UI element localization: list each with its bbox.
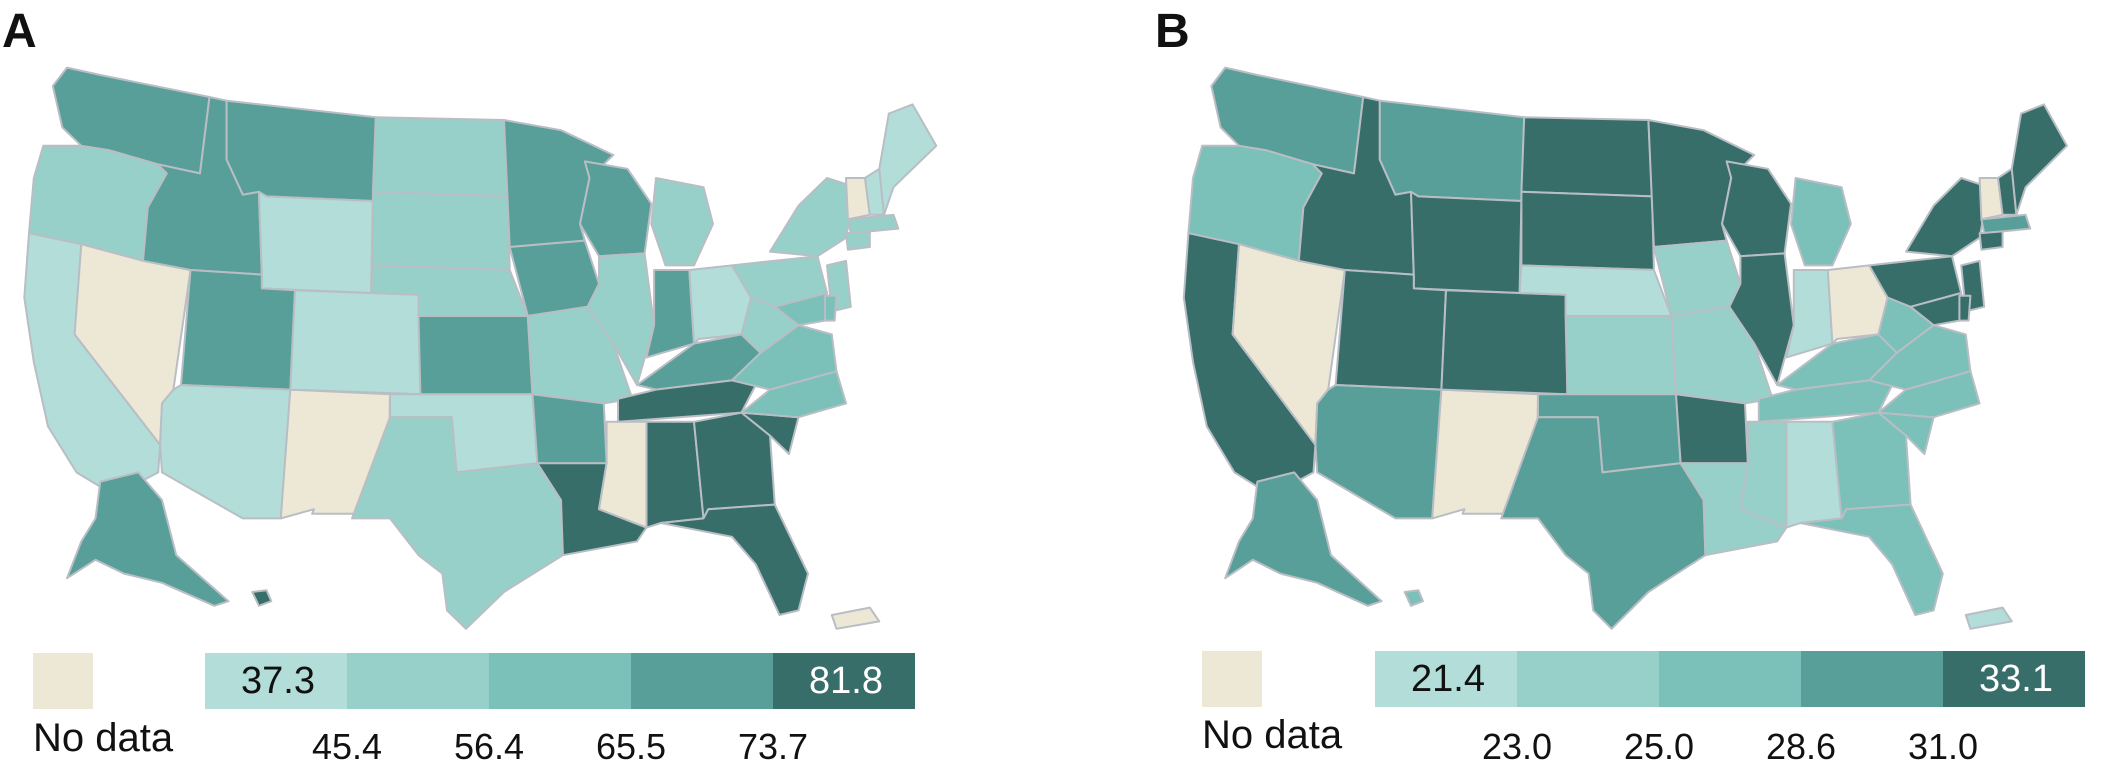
state-ct [845, 230, 871, 251]
state-az [1314, 384, 1443, 520]
legend-bin: 37.3 [205, 653, 347, 709]
legend-break-label: 56.4 [453, 726, 525, 767]
legend-bin [347, 653, 489, 709]
state-ms [1739, 420, 1788, 529]
state-me [878, 103, 938, 216]
legend-break-label: 28.6 [1765, 726, 1837, 767]
state-nc [1877, 370, 1981, 419]
legend-break-label: 25.0 [1623, 726, 1695, 767]
state-sd [371, 190, 511, 271]
legend-break-label: 23.0 [1481, 726, 1553, 767]
legend-break-label: 65.5 [595, 726, 667, 767]
panel-a: A No data 37.3 81.8 45.4 56.4 65.5 73.7 [0, 0, 1064, 767]
legend-max-label: 33.1 [1979, 658, 2053, 700]
state-il [1728, 252, 1795, 386]
legend-max-label: 81.8 [809, 660, 883, 702]
state-wi [1721, 160, 1792, 258]
state-wy [1410, 190, 1523, 294]
state-wy [257, 190, 374, 294]
state-mi [650, 177, 714, 267]
state-ma [846, 213, 900, 235]
state-wi [579, 160, 653, 258]
no-data-swatch [33, 653, 93, 709]
state-mt [1378, 99, 1526, 202]
legend-break-label: 45.4 [311, 726, 383, 767]
legend-bin [631, 653, 773, 709]
no-data-label: No data [33, 716, 174, 760]
state-ma [1980, 213, 2032, 235]
state-mi [1790, 177, 1852, 267]
legend-bin: 81.8 [773, 653, 915, 709]
state-az [159, 384, 292, 520]
state-nd [1520, 116, 1654, 198]
state-fl [659, 503, 809, 616]
legend-bin [1659, 651, 1801, 707]
state-de [824, 294, 838, 322]
legend-bin [489, 653, 631, 709]
us-map-a [23, 66, 938, 630]
legend-bin: 33.1 [1943, 651, 2085, 707]
state-ks [1564, 315, 1677, 396]
legend-min-label: 21.4 [1411, 658, 1485, 700]
legend-break-label: 31.0 [1907, 726, 1979, 767]
state-ny [1905, 177, 1990, 258]
state-me [2010, 103, 2068, 216]
no-data-label: No data [1202, 713, 1343, 757]
legend-break-label: 73.7 [737, 726, 809, 767]
state-tx [351, 416, 564, 630]
state-ms [598, 420, 648, 529]
state-sd [1520, 190, 1655, 271]
panel-letter: B [1155, 5, 1190, 58]
state-pr [830, 606, 881, 630]
state-ar [1675, 393, 1749, 465]
state-in [645, 269, 695, 359]
state-il [586, 252, 656, 386]
state-fl [1799, 503, 1944, 616]
state-pr [1964, 606, 2013, 630]
legend-bin [1801, 651, 1943, 707]
state-ks [417, 315, 534, 396]
state-co [1440, 289, 1569, 396]
state-ct [1978, 230, 2004, 251]
legend-min-label: 37.3 [241, 660, 315, 702]
state-in [1785, 269, 1834, 359]
state-hi [251, 589, 273, 607]
state-nd [371, 116, 509, 198]
us-map-b [1182, 66, 2068, 630]
state-ak [1224, 471, 1383, 607]
state-ar [531, 393, 608, 465]
no-data-swatch [1202, 651, 1262, 707]
state-hi [1403, 589, 1424, 607]
panel-letter: A [2, 5, 37, 58]
state-ny [769, 177, 857, 258]
state-mt [225, 99, 377, 202]
legend-bin [1517, 651, 1659, 707]
legend-bin: 21.4 [1375, 651, 1517, 707]
state-co [289, 289, 422, 396]
state-de [1958, 294, 1972, 322]
panel-b: B No data 21.4 33.1 23.0 25.0 28.6 31.0 [1155, 0, 2128, 767]
state-ak [66, 471, 230, 607]
state-nc [740, 370, 847, 419]
state-tx [1500, 416, 1707, 630]
